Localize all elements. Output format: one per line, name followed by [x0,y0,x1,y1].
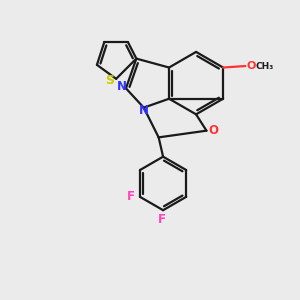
Text: O: O [246,61,255,71]
Text: N: N [139,103,149,116]
Text: F: F [127,190,135,203]
Text: CH₃: CH₃ [256,61,274,70]
Text: S: S [105,74,114,87]
Text: N: N [116,80,127,93]
Text: O: O [208,124,218,137]
Text: F: F [158,213,166,226]
